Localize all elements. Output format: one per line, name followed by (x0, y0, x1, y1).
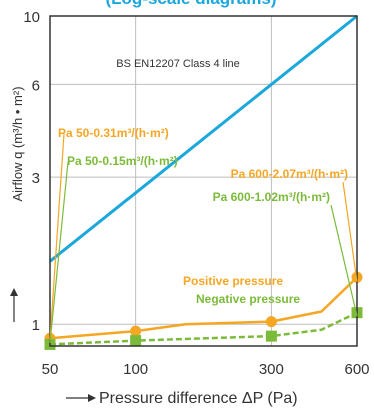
series-line-0 (49, 14, 358, 263)
pa600-neg-leader (330, 204, 358, 317)
x-axis-arrow-head (88, 394, 96, 402)
x-tick-label: 600 (344, 361, 369, 378)
positive-marker (130, 325, 142, 337)
positive-marker (265, 316, 277, 328)
pa600-pos-leader (342, 181, 358, 283)
chart-title-fragment: (Log-scale diagrams) (106, 0, 277, 8)
negative-legend-label: Negative pressure (196, 292, 300, 306)
series-line-2 (49, 311, 358, 346)
x-tick-label: 300 (259, 361, 284, 378)
pa50-neg-leader (49, 161, 69, 344)
x-axis-label: Pressure difference ΔP (Pa) (99, 390, 298, 407)
class4-label: BS EN12207 Class 4 line (116, 58, 240, 70)
pa50-pos-leader (49, 133, 65, 341)
y-tick-label: 3 (32, 170, 40, 187)
pa600-neg-label: Pa 600-1.02m³/(h·m²) (213, 190, 330, 204)
x-tick-label: 100 (123, 361, 148, 378)
axis-ticks: 50 100 300 600 1 3 6 10 (23, 9, 369, 378)
plot-frame (49, 15, 358, 347)
y-axis-label: Airflow q (m³/h • m²) (10, 86, 25, 201)
negative-marker (265, 330, 277, 342)
x-tick-label: 50 (42, 361, 59, 378)
pa600-pos-label: Pa 600-2.07m³/(h·m²) (231, 167, 348, 181)
pa50-neg-label: Pa 50-0.15m³/(h·m²) (67, 154, 178, 168)
negative-marker (130, 335, 142, 347)
pa50-pos-label: Pa 50-0.31m³/(h·m²) (58, 126, 169, 140)
series-line-1 (49, 276, 358, 340)
y-axis-arrow-head (10, 288, 18, 296)
y-tick-label: 1 (32, 317, 40, 334)
y-tick-label: 10 (23, 9, 40, 26)
y-tick-label: 6 (32, 77, 40, 94)
positive-legend-label: Positive pressure (183, 274, 283, 288)
